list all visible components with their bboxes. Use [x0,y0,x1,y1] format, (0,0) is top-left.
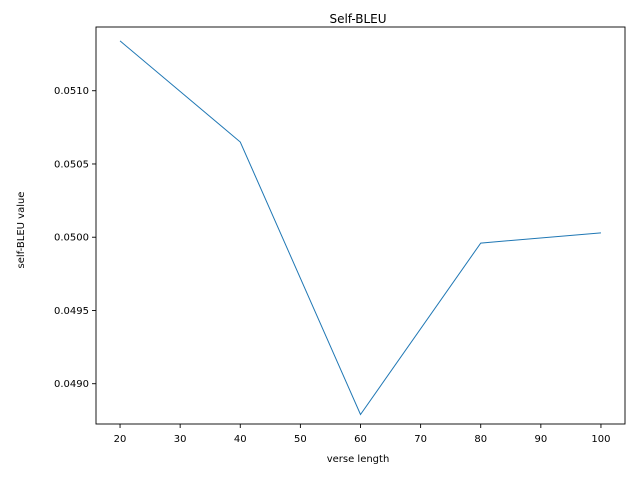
x-tick-label: 70 [414,434,427,445]
y-tick-label: 0.0505 [54,159,89,170]
x-axis-ticks: 20 30 40 50 60 70 80 90 100 [114,424,611,445]
x-tick-label: 20 [114,434,127,445]
axes-frame [95,26,626,425]
plot-area: 20 30 40 50 60 70 80 90 100 0.04900.04950.05000.… [54,26,626,445]
x-tick-label: 40 [234,434,247,445]
y-tick-label: 0.0495 [54,306,89,317]
x-tick-label: 90 [534,434,547,445]
series-line [119,40,601,416]
x-tick-label: 30 [174,434,187,445]
y-tick-label: 0.0510 [54,86,89,97]
y-axis-ticks: 0.0490 0.0495 0.0500 0.0505 0.0510 [54,86,96,390]
chart-title: Self-BLEU [329,12,386,26]
y-axis-label: self-BLEU value [16,192,27,269]
series-layer [119,40,601,416]
y-tick-label: 0.0490 [54,379,89,390]
x-tick-label: 50 [294,434,307,445]
x-tick-label: 80 [474,434,487,445]
x-tick-label: 100 [591,434,610,445]
x-axis-label: verse length [327,454,390,465]
y-tick-label: 0.0500 [54,233,89,244]
x-tick-label: 60 [354,434,367,445]
